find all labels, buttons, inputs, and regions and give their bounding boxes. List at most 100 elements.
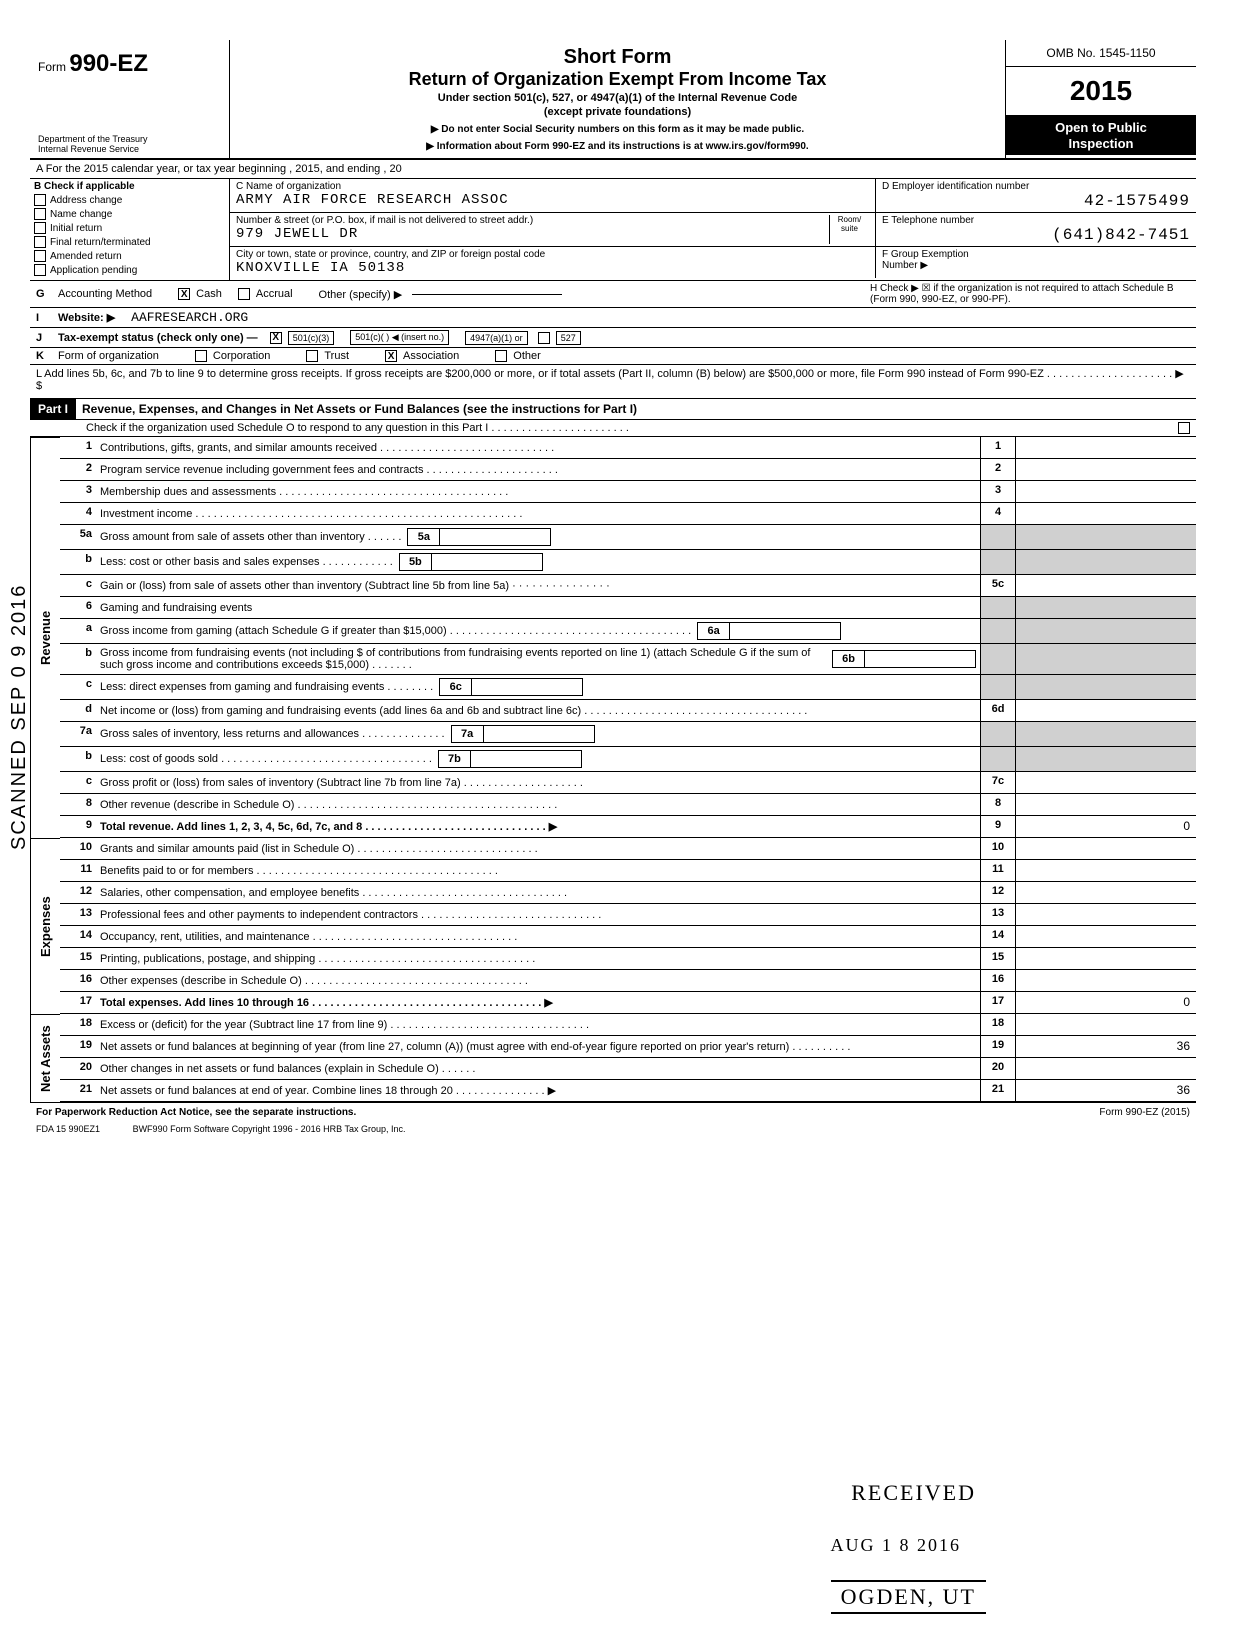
shaded-box: [980, 550, 1016, 574]
inner-amount-box: 7b: [438, 750, 582, 768]
amount-box-val[interactable]: [1016, 1058, 1196, 1079]
amount-box-val[interactable]: 0: [1016, 992, 1196, 1013]
amount-box-val[interactable]: [1016, 459, 1196, 480]
inner-box-val[interactable]: [471, 751, 581, 767]
open-line1: Open to Public: [1006, 120, 1196, 136]
part1-check-row: Check if the organization used Schedule …: [30, 420, 1196, 437]
amount-box-val[interactable]: [1016, 503, 1196, 524]
line-number: 5a: [60, 525, 96, 549]
line-number: 18: [60, 1014, 96, 1035]
527-checkbox[interactable]: [538, 332, 550, 344]
department: Department of the Treasury Internal Reve…: [38, 134, 221, 154]
assoc-checkbox[interactable]: X: [385, 350, 397, 362]
line-description: Less: cost or other basis and sales expe…: [96, 550, 980, 574]
schedule-o-checkbox[interactable]: [1178, 422, 1190, 434]
date-stamp: AUG 1 8 2016: [831, 1535, 962, 1556]
inner-box-val[interactable]: [472, 679, 582, 695]
amount-box-val[interactable]: 0: [1016, 816, 1196, 837]
line-number: 17: [60, 992, 96, 1013]
line-number: 16: [60, 970, 96, 991]
inner-box-val[interactable]: [484, 726, 594, 742]
amount-box-val[interactable]: [1016, 575, 1196, 596]
amount-box-val[interactable]: [1016, 794, 1196, 815]
line-description: Other expenses (describe in Schedule O) …: [96, 970, 980, 991]
accrual-checkbox[interactable]: [238, 288, 250, 300]
inner-box-num: 5a: [408, 529, 440, 545]
open-line2: Inspection: [1006, 136, 1196, 152]
line-number: 1: [60, 437, 96, 458]
trust-checkbox[interactable]: [306, 350, 318, 362]
check-label: Amended return: [50, 251, 122, 262]
amount-box-val[interactable]: [1016, 904, 1196, 925]
expenses-lines: 10Grants and similar amounts paid (list …: [60, 838, 1196, 1014]
expenses-sidebar: Expenses: [30, 838, 60, 1014]
page-footer: For Paperwork Reduction Act Notice, see …: [30, 1102, 1196, 1122]
netassets-section: Net Assets 18Excess or (deficit) for the…: [30, 1014, 1196, 1102]
amount-box-num: 17: [980, 992, 1016, 1013]
line-c: cGross profit or (loss) from sales of in…: [60, 772, 1196, 794]
amount-box-val[interactable]: [1016, 700, 1196, 721]
section-bcd: B Check if applicable Address change Nam…: [30, 179, 1196, 281]
revenue-section: Revenue 1Contributions, gifts, grants, a…: [30, 437, 1196, 838]
line-number: 10: [60, 838, 96, 859]
checkbox-icon: [34, 222, 46, 234]
check-amended-return[interactable]: Amended return: [34, 250, 225, 262]
note2: ▶ Information about Form 990-EZ and its …: [240, 141, 995, 152]
opt-527: 527: [556, 331, 581, 345]
shaded-box-val: [1016, 525, 1196, 549]
amount-box-val[interactable]: [1016, 437, 1196, 458]
other-checkbox[interactable]: [495, 350, 507, 362]
amount-box-val[interactable]: [1016, 838, 1196, 859]
inner-box-val[interactable]: [865, 651, 975, 667]
part1-header-row: Part I Revenue, Expenses, and Changes in…: [30, 399, 1196, 420]
501c3-checkbox[interactable]: X: [270, 332, 282, 344]
amount-box-val[interactable]: [1016, 772, 1196, 793]
check-label: Address change: [50, 195, 122, 206]
group-exemption-cell: F Group Exemption Number ▶: [876, 247, 1196, 278]
line-description: Program service revenue including govern…: [96, 459, 980, 480]
amount-box-val[interactable]: [1016, 481, 1196, 502]
inner-box-val[interactable]: [432, 554, 542, 570]
header-title: Short Form Return of Organization Exempt…: [230, 40, 1006, 158]
check-label: Initial return: [50, 223, 102, 234]
inner-amount-box: 6b: [832, 650, 976, 668]
check-address-change[interactable]: Address change: [34, 194, 225, 206]
cash-checkbox[interactable]: X: [178, 288, 190, 300]
amount-box-val[interactable]: [1016, 860, 1196, 881]
column-cd: C Name of organization ARMY AIR FORCE RE…: [230, 179, 1196, 280]
opt-501c: 501(c)( ) ◀ (insert no.): [350, 330, 449, 345]
amount-box-val[interactable]: 36: [1016, 1080, 1196, 1101]
amount-box-val[interactable]: [1016, 948, 1196, 969]
check-initial-return[interactable]: Initial return: [34, 222, 225, 234]
amount-box-val[interactable]: [1016, 882, 1196, 903]
ein-cell: D Employer identification number 42-1575…: [876, 179, 1196, 212]
inner-box-num: 7b: [439, 751, 471, 767]
inner-amount-box: 6a: [697, 622, 841, 640]
other-blank[interactable]: [412, 294, 562, 295]
org-name-label: C Name of organization: [236, 181, 869, 192]
check-final-return[interactable]: Final return/terminated: [34, 236, 225, 248]
column-b-checkboxes: B Check if applicable Address change Nam…: [30, 179, 230, 280]
check-name-change[interactable]: Name change: [34, 208, 225, 220]
subtitle2: (except private foundations): [240, 106, 995, 118]
corp-checkbox[interactable]: [195, 350, 207, 362]
amount-box-val[interactable]: [1016, 970, 1196, 991]
shaded-box: [980, 525, 1016, 549]
amount-box-val[interactable]: [1016, 1014, 1196, 1035]
line-description: Less: cost of goods sold . . . . . . . .…: [96, 747, 980, 771]
inner-box-val[interactable]: [730, 623, 840, 639]
amount-box-val[interactable]: 36: [1016, 1036, 1196, 1057]
shaded-box: [980, 747, 1016, 771]
amount-box-num: 15: [980, 948, 1016, 969]
line-number: 7a: [60, 722, 96, 746]
amount-box-val[interactable]: [1016, 926, 1196, 947]
shaded-box: [980, 722, 1016, 746]
opt-501c3: 501(c)(3): [288, 331, 335, 345]
line-number: 14: [60, 926, 96, 947]
amount-box-num: 12: [980, 882, 1016, 903]
inner-box-val[interactable]: [440, 529, 550, 545]
line-c: cLess: direct expenses from gaming and f…: [60, 675, 1196, 700]
check-application-pending[interactable]: Application pending: [34, 264, 225, 276]
header-left: Form 990-EZ Department of the Treasury I…: [30, 40, 230, 158]
line-16: 16Other expenses (describe in Schedule O…: [60, 970, 1196, 992]
